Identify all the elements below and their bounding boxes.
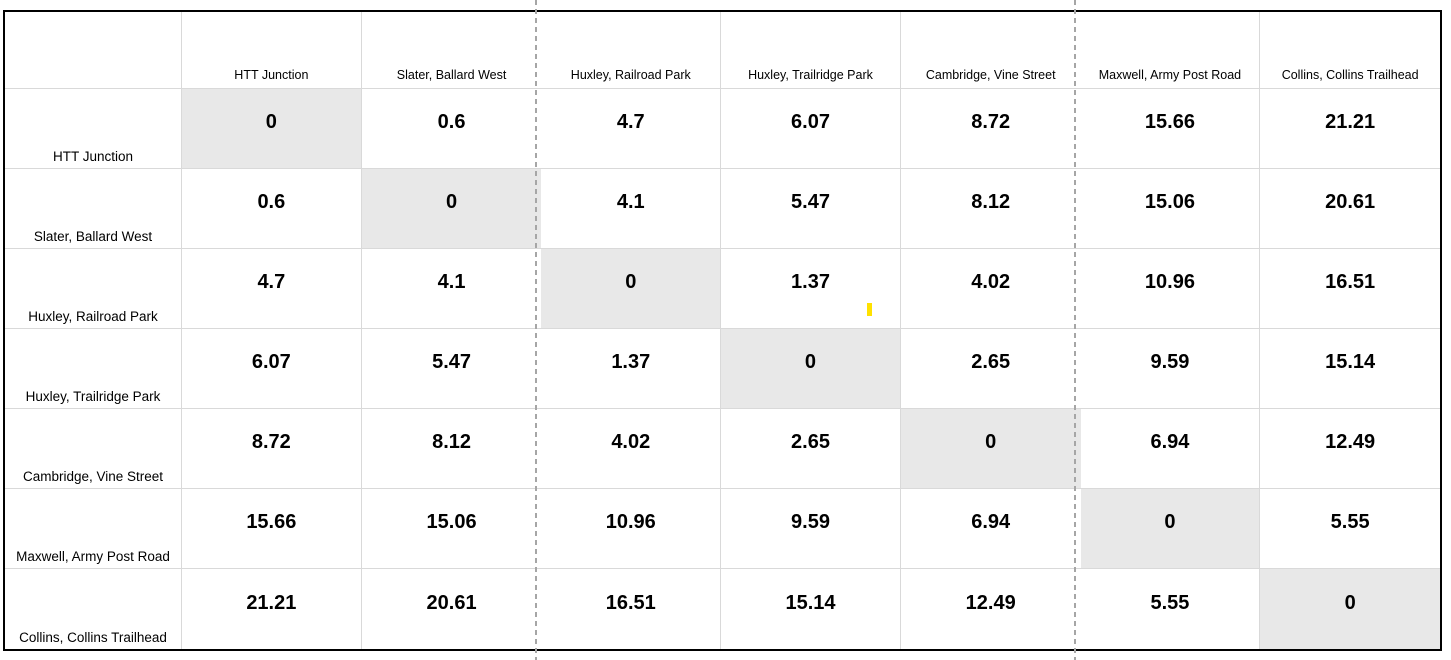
distance-cell-6-0[interactable]: 21.21 [182,569,362,649]
corner-cell[interactable] [5,12,182,89]
row-label-htt-junction[interactable]: HTT Junction [5,89,182,169]
row-label-collins-collins-trailhead[interactable]: Collins, Collins Trailhead [5,569,182,649]
column-header-maxwell-army-post-road[interactable]: Maxwell, Army Post Road [1080,12,1261,89]
distance-cell-5-3[interactable]: 9.59 [721,489,901,569]
distance-cell-5-2[interactable]: 10.96 [541,489,722,569]
distance-cell-5-6[interactable]: 5.55 [1260,489,1440,569]
distance-cell-1-4[interactable]: 8.12 [900,169,1081,249]
distance-cell-5-0[interactable]: 15.66 [182,489,362,569]
distance-cell-2-3[interactable]: 1.37 [721,249,901,329]
distance-cell-1-0[interactable]: 0.6 [182,169,362,249]
distance-cell-1-6[interactable]: 20.61 [1260,169,1440,249]
distance-cell-6-4[interactable]: 12.49 [965,591,1016,614]
distance-cell-1-3[interactable]: 5.47 [721,169,901,249]
distance-cell-3-5[interactable]: 9.59 [1080,329,1261,409]
column-header-huxley-railroad-park[interactable]: Huxley, Railroad Park [541,12,722,89]
yellow-caret-mark [867,303,872,316]
distance-cell-6-2[interactable]: 16.51 [541,569,722,649]
row-label-huxley-railroad-park[interactable]: Huxley, Railroad Park [5,249,182,329]
distance-matrix-table: HTT Junction Slater, Ballard West Huxley, … [3,10,1442,651]
distance-cell-1-1[interactable]: 0 [361,169,542,249]
row-label-slater-ballard-west[interactable]: Slater, Ballard West [5,169,182,249]
distance-cell-4-6[interactable]: 12.49 [1260,409,1440,489]
distance-cell-2-2[interactable]: 0 [541,249,722,329]
distance-cell-1-2[interactable]: 4.1 [541,169,722,249]
distance-cell-0-0[interactable]: 0 [182,89,362,169]
column-header-cambridge-vine-street[interactable]: Cambridge, Vine Street [900,12,1081,89]
row-label-maxwell-army-post-road[interactable]: Maxwell, Army Post Road [5,489,182,569]
row-label-huxley-trailridge-park[interactable]: Huxley, Trailridge Park [5,329,182,409]
distance-cell-0-6[interactable]: 21.21 [1260,89,1440,169]
distance-cell-4-3[interactable]: 2.65 [721,409,901,489]
distance-cell-5-1[interactable]: 15.06 [361,489,542,569]
distance-cell-4-5[interactable]: 6.94 [1080,409,1261,489]
column-header-collins-collins-trailhead[interactable]: Collins, Collins Trailhead [1260,12,1440,89]
distance-cell-3-2[interactable]: 1.37 [541,329,722,409]
column-header-slater-ballard-west[interactable]: Slater, Ballard West [361,12,542,89]
distance-cell-3-6[interactable]: 15.14 [1260,329,1440,409]
distance-cell-0-3[interactable]: 6.07 [721,89,901,169]
distance-cell-6-1[interactable]: 20.61 [426,591,477,614]
distance-cell-4-4[interactable]: 0 [900,409,1081,489]
distance-cell-6-3[interactable]: 15.14 [721,569,901,649]
distance-cell-3-4[interactable]: 2.65 [900,329,1081,409]
distance-cell-0-2[interactable]: 4.7 [541,89,722,169]
distance-cell-0-1[interactable]: 0.6 [361,89,542,169]
row-label-cambridge-vine-street[interactable]: Cambridge, Vine Street [5,409,182,489]
distance-cell-4-1[interactable]: 8.12 [361,409,542,489]
distance-cell-3-1[interactable]: 5.47 [361,329,542,409]
distance-cell-2-1[interactable]: 4.1 [361,249,542,329]
distance-cell-2-5[interactable]: 10.96 [1080,249,1261,329]
distance-cell-2-0[interactable]: 4.7 [182,249,362,329]
distance-cell-3-0[interactable]: 6.07 [182,329,362,409]
distance-cell-5-4[interactable]: 6.94 [900,489,1081,569]
distance-cell-5-5[interactable]: 0 [1080,489,1261,569]
column-header-htt-junction[interactable]: HTT Junction [182,12,362,89]
distance-cell-2-6[interactable]: 16.51 [1260,249,1440,329]
distance-cell-6-6[interactable]: 0 [1260,569,1440,649]
distance-cell-0-4[interactable]: 8.72 [900,89,1081,169]
distance-cell-3-3[interactable]: 0 [721,329,901,409]
distance-cell-4-2[interactable]: 4.02 [541,409,722,489]
distance-cell-6-5[interactable]: 5.55 [1081,569,1261,649]
distance-cell-0-5[interactable]: 15.66 [1080,89,1261,169]
distance-cell-1-5[interactable]: 15.06 [1080,169,1261,249]
column-header-huxley-trailridge-park[interactable]: Huxley, Trailridge Park [721,12,901,89]
distance-cell-2-4[interactable]: 4.02 [900,249,1081,329]
distance-cell-4-0[interactable]: 8.72 [182,409,362,489]
